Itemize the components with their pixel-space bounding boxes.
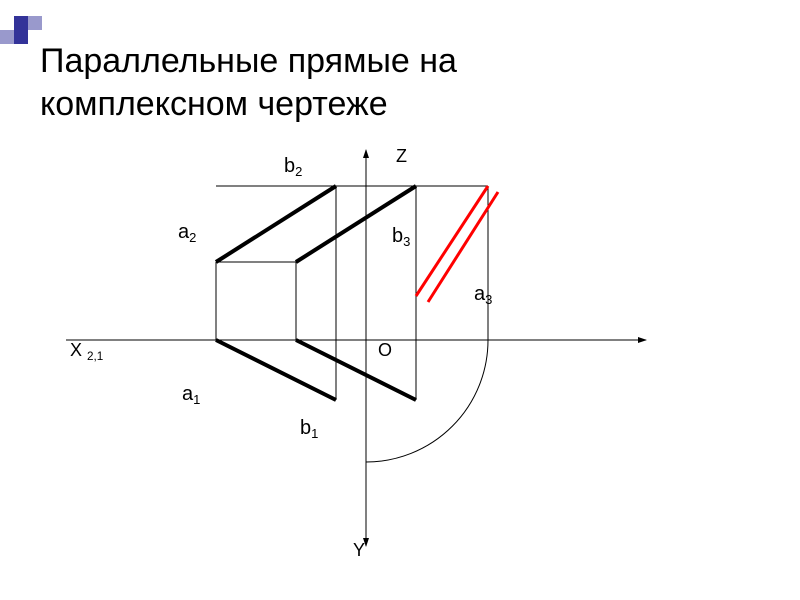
x-axis-label: X 2,1	[70, 340, 103, 363]
b2-label: b2	[284, 155, 302, 179]
a2-line	[216, 186, 336, 262]
b1-label: b1	[300, 417, 318, 441]
a3-label: a3	[474, 283, 492, 307]
z-axis-label: Z	[396, 146, 407, 166]
a2-label: a2	[178, 221, 196, 245]
projection-diagram: X 2,1 Z Y Oa2 b2 a1 b1 b3 a3	[0, 0, 800, 600]
y-axis-label: Y	[353, 540, 365, 560]
b2-line	[296, 186, 416, 262]
origin-label: O	[378, 340, 392, 360]
b3-line	[416, 186, 488, 296]
a1-label: a1	[182, 383, 200, 407]
b3-label: b3	[392, 225, 410, 249]
